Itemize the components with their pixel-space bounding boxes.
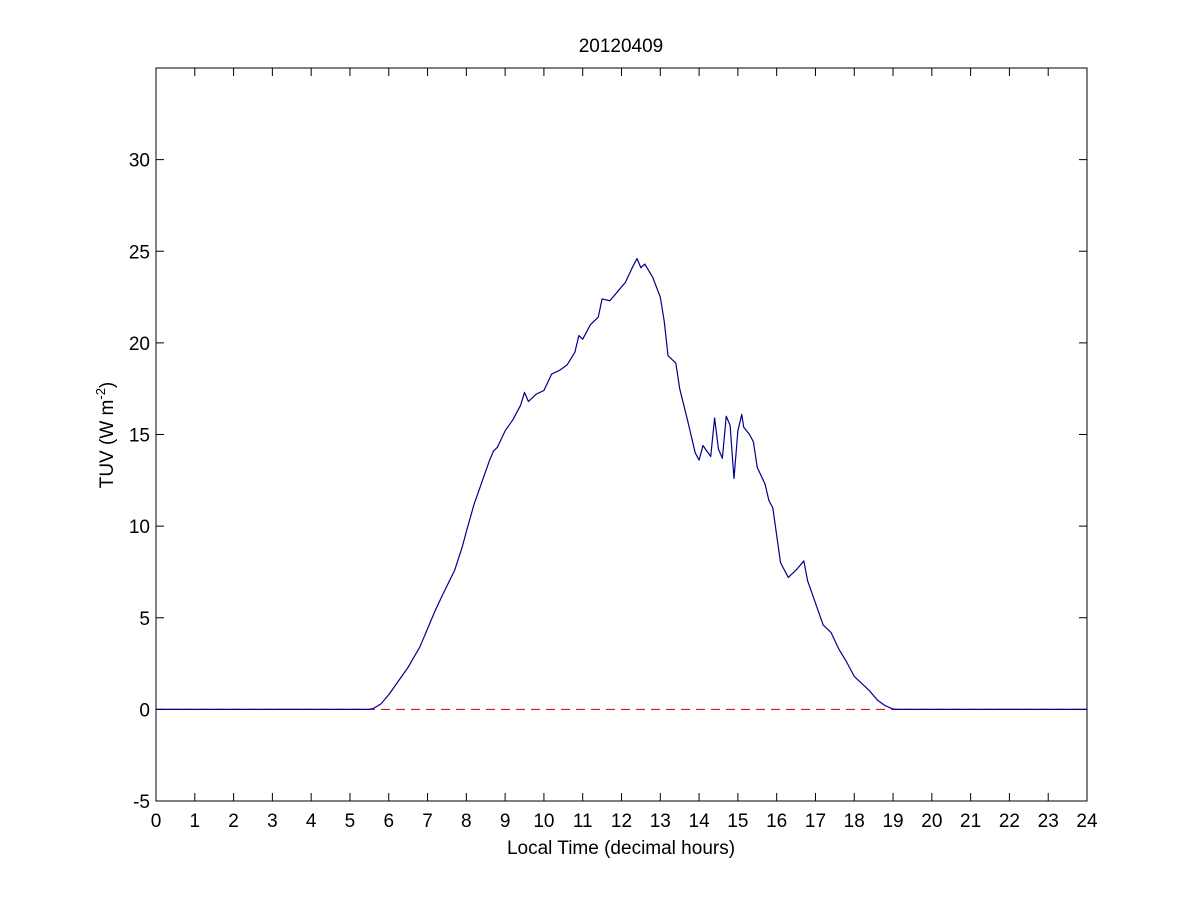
x-tick-label: 7 [422, 811, 433, 832]
x-tick-label: 10 [533, 811, 554, 832]
y-axis-label-close: ) [97, 382, 118, 388]
x-tick-label: 21 [960, 811, 981, 832]
x-tick-label: 23 [1038, 811, 1059, 832]
y-tick-label: 0 [139, 700, 150, 721]
x-tick-label: 6 [383, 811, 394, 832]
y-axis-label-text: TUV (W m [97, 400, 118, 489]
y-tick-label: 30 [129, 151, 150, 172]
y-axis-label: TUV (W m-2) [93, 382, 118, 489]
chart-title: 20120409 [579, 36, 664, 57]
x-tick-label: 14 [689, 811, 711, 832]
x-tick-label: 18 [844, 811, 865, 832]
y-tick-label: 5 [139, 609, 150, 630]
x-tick-label: 16 [766, 811, 787, 832]
y-axis-label-exponent: -2 [93, 388, 108, 400]
x-tick-label: 1 [190, 811, 201, 832]
y-tick-label: -5 [133, 792, 150, 813]
x-tick-label: 12 [611, 811, 632, 832]
x-tick-label: 17 [805, 811, 826, 832]
x-tick-label: 13 [650, 811, 671, 832]
x-tick-label: 5 [345, 811, 356, 832]
x-tick-label: 9 [500, 811, 511, 832]
x-tick-label: 2 [228, 811, 239, 832]
x-tick-label: 3 [267, 811, 278, 832]
x-tick-label: 15 [727, 811, 748, 832]
y-tick-label: 20 [129, 334, 150, 355]
x-tick-label: 8 [461, 811, 472, 832]
x-tick-label: 24 [1076, 811, 1098, 832]
x-axis-label: Local Time (decimal hours) [507, 838, 735, 859]
y-tick-label: 25 [129, 242, 150, 263]
x-tick-label: 20 [921, 811, 942, 832]
x-tick-label: 22 [999, 811, 1020, 832]
plot-area: 0 1 2 3 4 5 6 7 8 9 10 11 12 13 14 15 16 17 18 19 20 21 22 23 24… [129, 67, 1098, 832]
y-tick-label: 15 [129, 426, 150, 447]
x-tick-label: 11 [573, 811, 593, 832]
y-tick-label: 10 [129, 517, 150, 538]
tuv-series-line [156, 257, 1087, 710]
x-tick-label: 4 [306, 811, 317, 832]
x-tick-label: 0 [151, 811, 162, 832]
x-tick-label: 19 [882, 811, 903, 832]
